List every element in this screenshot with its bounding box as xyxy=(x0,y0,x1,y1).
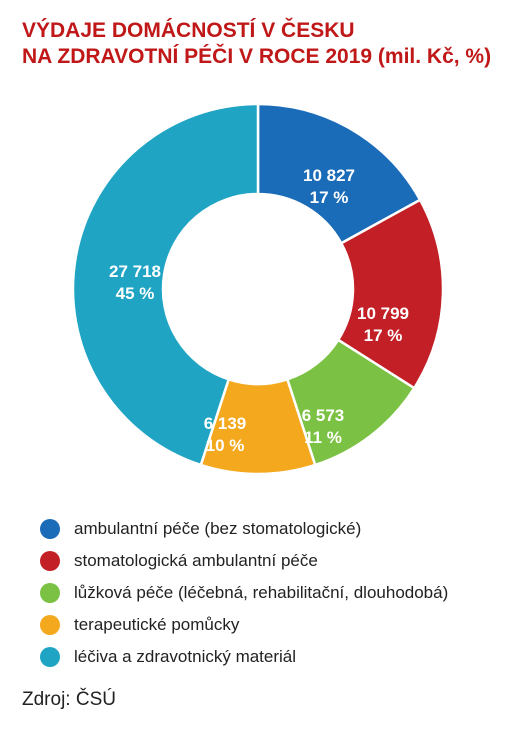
legend-item-s0: ambulantní péče (bez stomatologické) xyxy=(40,519,493,539)
legend-item-s2: lůžková péče (léčebná, rehabilitační, dl… xyxy=(40,583,493,603)
legend-label: ambulantní péče (bez stomatologické) xyxy=(74,519,361,539)
slice-value-s2: 6 573 xyxy=(301,406,344,425)
slice-percent-s3: 10 % xyxy=(205,436,244,455)
title-line-2: NA ZDRAVOTNÍ PÉČI V ROCE 2019 (mil. Kč, … xyxy=(22,45,491,68)
legend-item-s4: léčiva a zdravotnický materiál xyxy=(40,647,493,667)
slice-percent-s4: 45 % xyxy=(115,284,154,303)
title-line-1: VÝDAJE DOMÁCNOSTÍ V ČESKU xyxy=(22,19,355,42)
slice-value-s3: 6 139 xyxy=(203,414,246,433)
legend-dot-icon xyxy=(40,551,60,571)
slice-percent-s0: 17 % xyxy=(309,188,348,207)
legend-label: léčiva a zdravotnický materiál xyxy=(74,647,296,667)
legend-label: lůžková péče (léčebná, rehabilitační, dl… xyxy=(74,583,448,603)
legend-label: terapeutické pomůcky xyxy=(74,615,239,635)
slice-value-s1: 10 799 xyxy=(357,304,409,323)
slice-value-s0: 10 827 xyxy=(303,166,355,185)
legend-dot-icon xyxy=(40,583,60,603)
legend-label: stomatologická ambulantní péče xyxy=(74,551,318,571)
legend-item-s3: terapeutické pomůcky xyxy=(40,615,493,635)
donut-chart: 10 827 17 % 10 799 17 % 6 573 11 % 6 139 10 % 27… xyxy=(22,89,493,489)
slice-percent-s2: 11 % xyxy=(304,428,342,447)
legend-dot-icon xyxy=(40,615,60,635)
legend-item-s1: stomatologická ambulantní péče xyxy=(40,551,493,571)
chart-title: VÝDAJE DOMÁCNOSTÍ V ČESKU NA ZDRAVOTNÍ P… xyxy=(22,18,493,71)
legend: ambulantní péče (bez stomatologické) stom… xyxy=(22,519,493,667)
slice-percent-s1: 17 % xyxy=(363,326,402,345)
legend-dot-icon xyxy=(40,519,60,539)
chart-source: Zdroj: ČSÚ xyxy=(22,689,493,711)
slice-value-s4: 27 718 xyxy=(109,262,161,281)
legend-dot-icon xyxy=(40,647,60,667)
